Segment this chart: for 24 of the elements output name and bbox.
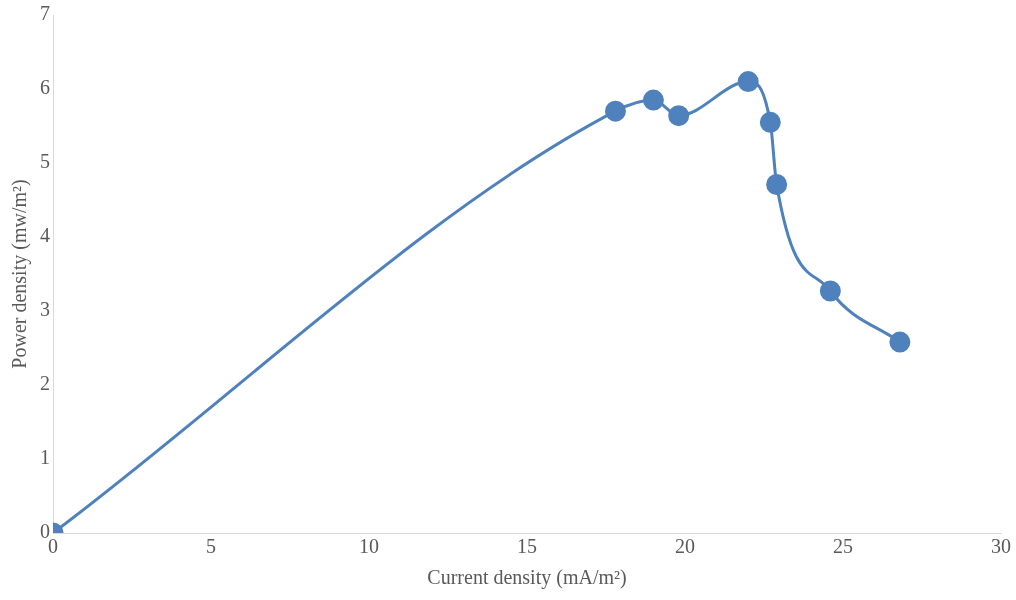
- y-tick-label: 1: [40, 446, 50, 469]
- y-tick-label: 5: [40, 150, 50, 173]
- x-tick-label: 10: [359, 535, 379, 558]
- point: [737, 71, 759, 93]
- y-tick-label: 7: [40, 2, 50, 25]
- point: [889, 331, 911, 353]
- x-tick-label: 25: [833, 535, 853, 558]
- point: [759, 111, 781, 133]
- y-axis-title: Power density (mw/m²): [8, 179, 32, 369]
- point: [668, 105, 690, 127]
- y-tick-label: 0: [40, 520, 50, 543]
- x-axis-title: Current density (mA/m²): [427, 566, 627, 590]
- x-tick-label: 20: [675, 535, 695, 558]
- y-tick-label: 6: [40, 76, 50, 99]
- point: [819, 280, 841, 302]
- x-tick-label: 5: [206, 535, 216, 558]
- point: [642, 89, 664, 111]
- y-tick-label: 2: [40, 372, 50, 395]
- x-tick-label: 30: [991, 535, 1011, 558]
- y-tick-label: 3: [40, 298, 50, 321]
- y-tick-label: 4: [40, 224, 50, 247]
- x-tick-label: 15: [517, 535, 537, 558]
- point: [604, 100, 626, 122]
- point: [766, 173, 788, 195]
